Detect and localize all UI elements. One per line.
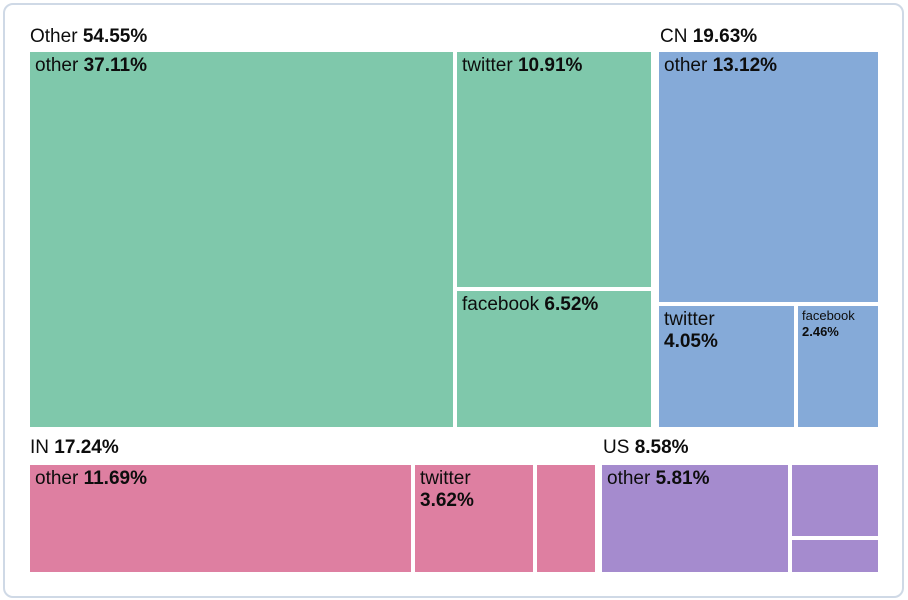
cell-pct: 4.05% [664, 331, 718, 353]
cell-in-unlabeled[interactable] [537, 465, 595, 572]
cell-name: other [35, 55, 79, 76]
group-name: Other [30, 26, 78, 47]
cell-pct: 13.12% [712, 55, 778, 76]
group-name: IN [30, 437, 49, 458]
cell-pct: 11.69% [83, 468, 147, 489]
cell-name: twitter [462, 55, 513, 76]
cell-us-unlabeled-bottom[interactable] [792, 540, 878, 572]
cell-in-twitter[interactable]: twitter 3.62% [415, 465, 533, 572]
cell-pct: 2.46% [802, 323, 839, 339]
cell-cn-facebook[interactable]: facebook 2.46% [798, 306, 878, 427]
cell-pct: 3.62% [420, 490, 474, 512]
group-label-other: Other 54.55% [30, 26, 147, 48]
cell-name: other [607, 468, 651, 489]
group-pct: 17.24% [54, 437, 119, 458]
group-label-us: US 8.58% [603, 437, 689, 459]
cell-pct: 6.52% [544, 294, 599, 315]
cell-us-unlabeled-top[interactable] [792, 465, 878, 536]
cell-us-other[interactable]: other 5.81% [602, 465, 788, 572]
group-pct: 19.63% [692, 26, 758, 47]
group-pct: 54.55% [82, 26, 148, 47]
cell-pct: 37.11% [83, 55, 147, 76]
cell-name: twitter [664, 309, 715, 330]
cell-name: twitter [420, 468, 471, 489]
cell-pct: 5.81% [655, 468, 710, 489]
cell-name: other [664, 55, 708, 76]
cell-pct: 10.91% [517, 55, 583, 76]
cell-other-twitter[interactable]: twitter 10.91% [457, 52, 651, 287]
cell-name: facebook [802, 308, 855, 323]
group-name: US [603, 437, 630, 458]
group-label-cn: CN 19.63% [660, 26, 757, 48]
cell-other-other[interactable]: other 37.11% [30, 52, 453, 427]
cell-cn-twitter[interactable]: twitter 4.05% [659, 306, 794, 427]
cell-name: facebook [462, 294, 540, 315]
cell-in-other[interactable]: other 11.69% [30, 465, 411, 572]
cell-cn-other[interactable]: other 13.12% [659, 52, 878, 302]
group-label-in: IN 17.24% [30, 437, 119, 459]
cell-other-facebook[interactable]: facebook 6.52% [457, 291, 651, 427]
cell-name: other [35, 468, 79, 489]
group-name: CN [660, 26, 688, 47]
group-pct: 8.58% [634, 437, 689, 458]
